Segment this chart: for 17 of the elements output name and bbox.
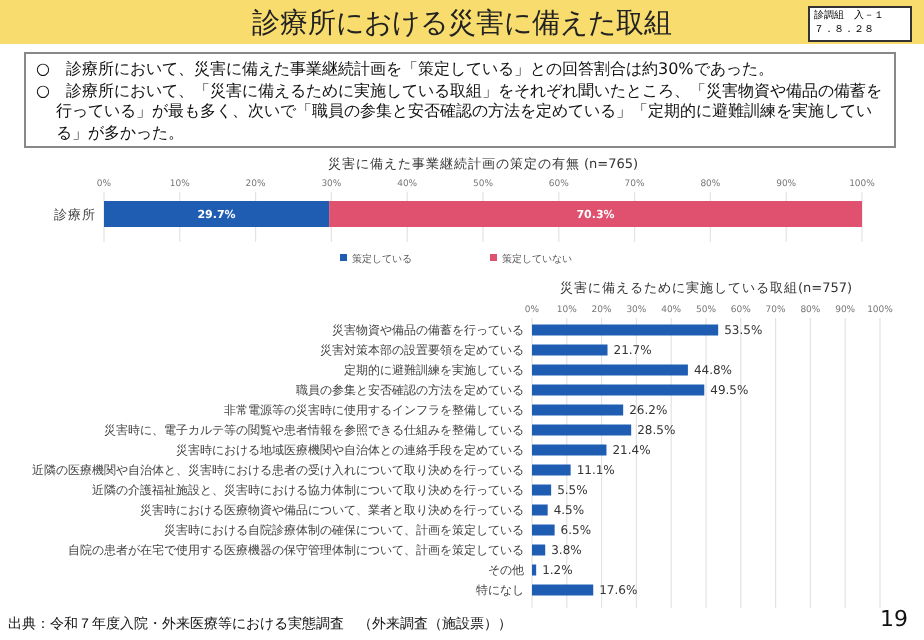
bar	[532, 404, 624, 416]
bar	[532, 484, 552, 496]
bar	[532, 384, 705, 396]
text: ○ 診療所において、災害に備えた事業継続計画を「策定している」との回答割合は約30%であった。	[36, 60, 776, 81]
text: 診療所における災害に備えた取組	[252, 8, 672, 40]
bar	[532, 504, 548, 516]
bar	[532, 344, 608, 356]
bar	[532, 544, 546, 556]
text: ○ 診療所において、「災害に備えるために実施している取組」をそれぞれ聞いたところ、「災害物資や備品の備蓄を行っている」が最も多く、次いで「職員の参集と安否確認の方法を定めている」「定期的に避難訓練を実施している」が多かった。	[36, 81, 884, 144]
bar	[532, 524, 555, 536]
bar	[532, 424, 632, 436]
bar	[532, 464, 571, 476]
bar	[532, 364, 688, 376]
annotation: 19	[880, 606, 908, 632]
bar	[532, 584, 594, 596]
bar	[532, 324, 719, 336]
bar	[532, 444, 607, 456]
